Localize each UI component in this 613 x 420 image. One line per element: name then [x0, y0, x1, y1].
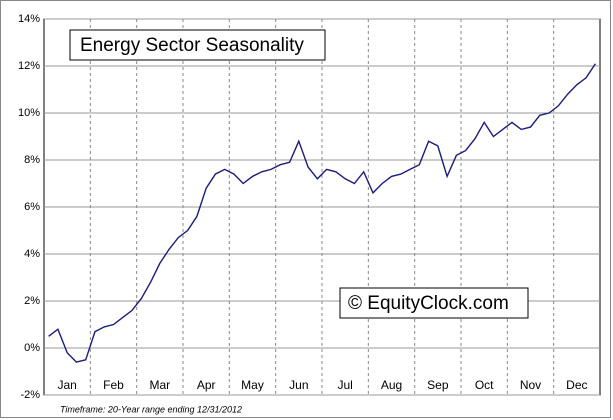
x-tick-label: Dec — [566, 378, 587, 392]
x-tick-label: Aug — [381, 378, 402, 392]
footnote: Timeframe: 20-Year range ending 12/31/20… — [60, 404, 242, 414]
y-tick-label: 2% — [24, 295, 40, 307]
chart-title: Energy Sector Seasonality — [80, 35, 304, 56]
plot-layer — [44, 18, 600, 396]
x-tick-label: Nov — [520, 378, 541, 392]
x-tick-label: Apr — [197, 378, 216, 392]
x-tick-label: Feb — [103, 378, 124, 392]
x-tick-label: Jan — [57, 378, 76, 392]
x-tick-label: Sep — [427, 378, 449, 392]
series-line — [48, 63, 596, 363]
watermark: © EquityClock.com — [348, 293, 509, 314]
x-tick-label: Jun — [289, 378, 308, 392]
y-tick-label: 10% — [18, 107, 40, 119]
x-tick-label: Mar — [149, 378, 170, 392]
y-tick-label: 14% — [18, 13, 40, 25]
watermark-box — [339, 287, 529, 319]
y-tick-label: 6% — [24, 201, 40, 213]
y-tick-label: 4% — [24, 248, 40, 260]
y-tick-label: 12% — [18, 60, 40, 72]
title-box — [69, 29, 326, 61]
x-tick-label: May — [241, 378, 264, 392]
y-tick-label: 0% — [24, 342, 40, 354]
y-tick-label: -2% — [20, 389, 40, 401]
x-tick-label: Oct — [475, 378, 494, 392]
y-tick-label: 8% — [24, 154, 40, 166]
x-tick-label: Jul — [337, 378, 352, 392]
